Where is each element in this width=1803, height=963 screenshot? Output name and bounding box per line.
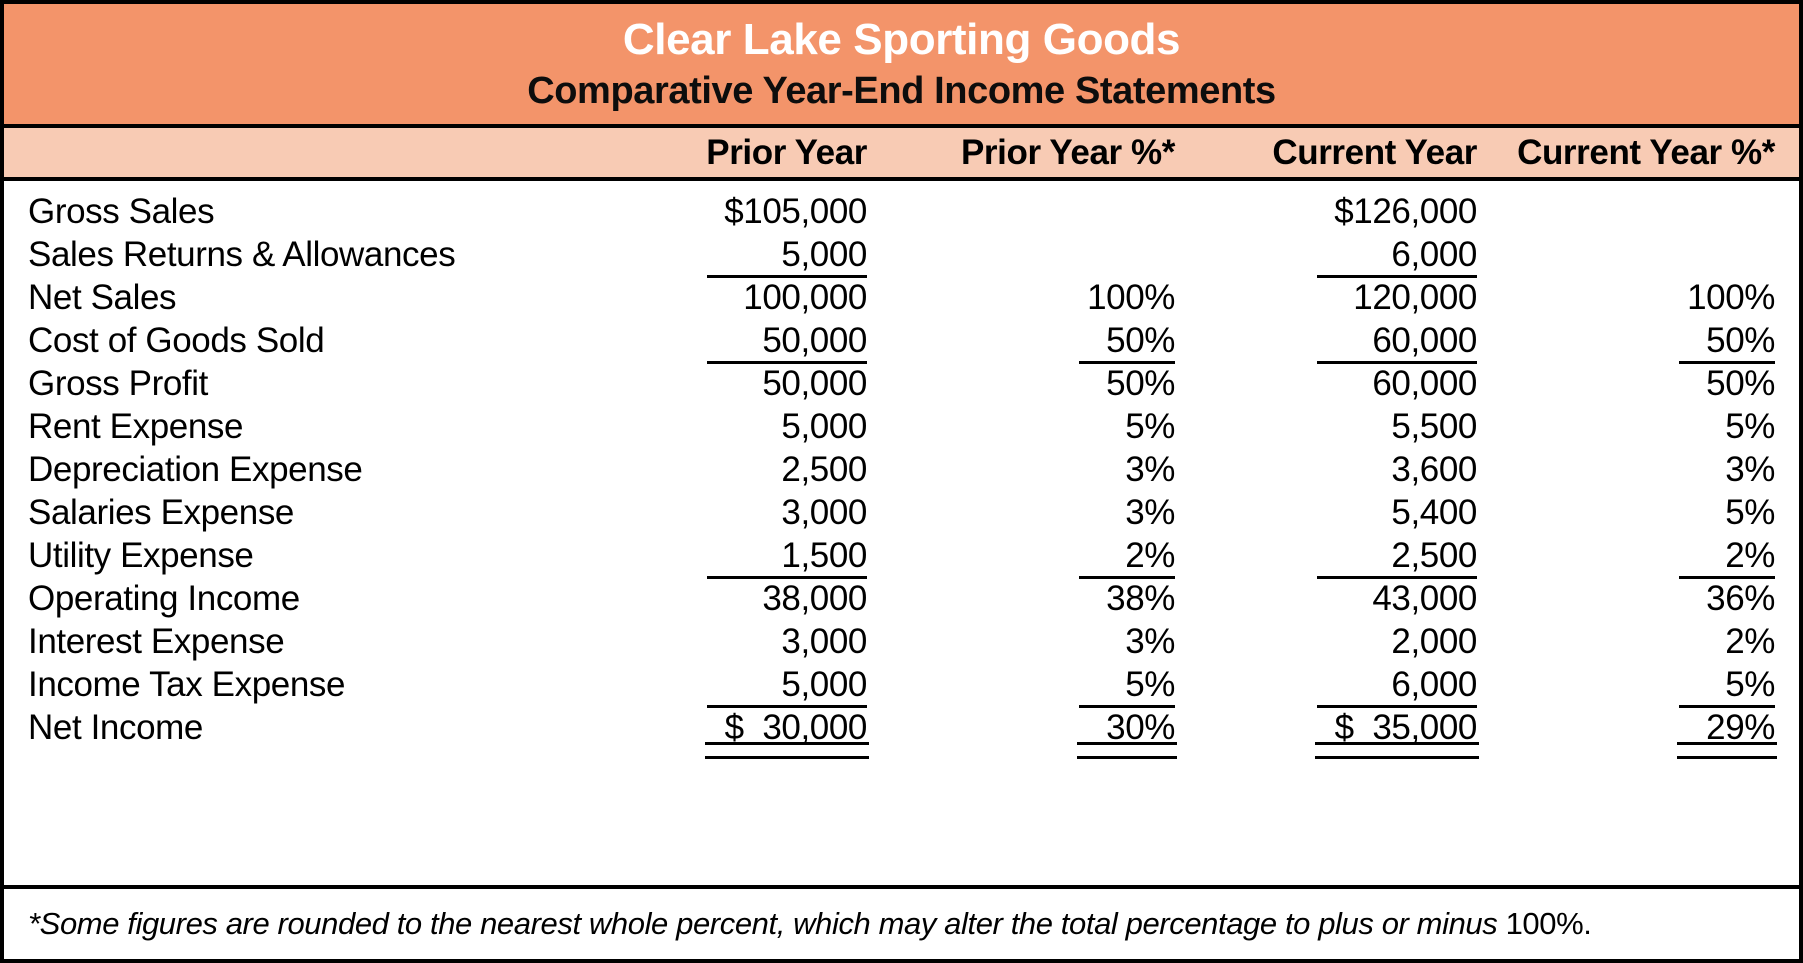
current-year-value: $126,000	[1334, 192, 1477, 231]
row-label: Rent Expense	[28, 407, 244, 446]
column-header-row: Prior Year Prior Year %* Current Year Cu…	[4, 128, 1799, 181]
prior-year-pct-value: 38%	[1106, 579, 1175, 618]
prior-year-value: 2,500	[781, 450, 867, 489]
current-year-value: 2,500	[1175, 534, 1477, 579]
row-label: Income Tax Expense	[28, 665, 346, 704]
prior-year-pct-value: 30%	[867, 706, 1177, 759]
current-year-pct-value	[1477, 233, 1775, 276]
footnote: *Some figures are rounded to the nearest…	[28, 906, 1592, 942]
prior-year-value: 38,000	[762, 579, 867, 618]
current-year-value: $ 35,000	[1175, 706, 1479, 759]
table-row: Salaries Expense 3,000 3% 5,400 5%	[4, 491, 1799, 534]
column-header-current-year-pct: Current Year %*	[1517, 132, 1775, 172]
current-year-pct-value: 29%	[1477, 706, 1777, 759]
current-year-pct-value: 5%	[1725, 407, 1775, 446]
footnote-italic-text: *Some figures are rounded to the nearest…	[28, 906, 1506, 941]
current-year-pct-value: 100%	[1687, 278, 1775, 317]
prior-year-pct-value: 50%	[867, 319, 1175, 364]
current-year-value: 6,000	[1175, 663, 1477, 708]
prior-year-pct-value: 100%	[1087, 278, 1175, 317]
row-label: Salaries Expense	[28, 493, 294, 532]
prior-year-value: 50,000	[762, 364, 867, 403]
prior-year-value: 3,000	[781, 622, 867, 661]
row-label: Gross Sales	[28, 192, 215, 231]
prior-year-pct-value: 3%	[1125, 493, 1175, 532]
footnote-plain-text: 100%.	[1505, 906, 1592, 941]
current-year-value: 120,000	[1353, 278, 1477, 317]
prior-year-value: $ 30,000	[504, 706, 869, 759]
row-label: Depreciation Expense	[28, 450, 363, 489]
row-label: Interest Expense	[28, 622, 285, 661]
statement-body: Gross Sales $105,000 $126,000 Sales Retu…	[4, 181, 1799, 885]
prior-year-value: 50,000	[504, 319, 867, 364]
table-row: Income Tax Expense 5,000 5% 6,000 5%	[4, 663, 1799, 708]
current-year-value: 5,500	[1391, 407, 1477, 446]
prior-year-value: 5,000	[781, 407, 867, 446]
current-year-value: 3,600	[1391, 450, 1477, 489]
row-label: Operating Income	[28, 579, 300, 618]
current-year-pct-value: 5%	[1477, 663, 1775, 708]
title-band: Clear Lake Sporting Goods Comparative Ye…	[4, 4, 1799, 128]
table-row: Net Income $ 30,000 30% $ 35,000 29%	[4, 706, 1799, 759]
table-row: Interest Expense 3,000 3% 2,000 2%	[4, 620, 1799, 663]
column-header-prior-year-pct: Prior Year %*	[960, 132, 1175, 172]
current-year-pct-value: 2%	[1725, 622, 1775, 661]
table-row: Depreciation Expense 2,500 3% 3,600 3%	[4, 448, 1799, 491]
prior-year-pct-value	[867, 190, 1175, 233]
current-year-pct-value: 36%	[1706, 579, 1775, 618]
row-label: Utility Expense	[28, 536, 254, 575]
footnote-band: *Some figures are rounded to the nearest…	[4, 885, 1799, 959]
table-row: Net Sales 100,000 100% 120,000 100%	[4, 276, 1799, 319]
table-row: Sales Returns & Allowances 5,000 6,000	[4, 233, 1799, 278]
statement-title: Comparative Year-End Income Statements	[527, 70, 1276, 112]
table-row: Gross Sales $105,000 $126,000	[4, 190, 1799, 233]
prior-year-value: 1,500	[504, 534, 867, 579]
current-year-value: 60,000	[1175, 319, 1477, 364]
table-row: Cost of Goods Sold 50,000 50% 60,000 50%	[4, 319, 1799, 364]
company-name: Clear Lake Sporting Goods	[622, 15, 1181, 64]
row-label: Cost of Goods Sold	[28, 321, 325, 360]
row-label: Gross Profit	[28, 364, 208, 403]
table-row: Operating Income 38,000 38% 43,000 36%	[4, 577, 1799, 620]
current-year-pct-value: 50%	[1706, 364, 1775, 403]
current-year-pct-value	[1477, 190, 1775, 233]
current-year-value: 5,400	[1391, 493, 1477, 532]
prior-year-value: 3,000	[781, 493, 867, 532]
row-label: Sales Returns & Allowances	[28, 235, 456, 274]
prior-year-pct-value: 50%	[1106, 364, 1175, 403]
prior-year-value: $105,000	[724, 192, 867, 231]
current-year-value: 6,000	[1175, 233, 1477, 278]
prior-year-value: 100,000	[743, 278, 867, 317]
current-year-pct-value: 2%	[1477, 534, 1775, 579]
current-year-pct-value: 5%	[1725, 493, 1775, 532]
prior-year-value: 5,000	[504, 233, 867, 278]
row-label: Net Sales	[28, 278, 177, 317]
prior-year-pct-value: 5%	[1125, 407, 1175, 446]
current-year-pct-value: 3%	[1725, 450, 1775, 489]
prior-year-pct-value: 3%	[1125, 622, 1175, 661]
prior-year-pct-value	[867, 233, 1175, 276]
current-year-pct-value: 50%	[1477, 319, 1775, 364]
prior-year-pct-value: 3%	[1125, 450, 1175, 489]
prior-year-value: 5,000	[504, 663, 867, 708]
current-year-value: 2,000	[1391, 622, 1477, 661]
current-year-value: 43,000	[1372, 579, 1477, 618]
column-header-prior-year: Prior Year	[706, 132, 867, 172]
table-row: Utility Expense 1,500 2% 2,500 2%	[4, 534, 1799, 579]
row-label: Net Income	[28, 708, 203, 747]
prior-year-pct-value: 2%	[867, 534, 1175, 579]
table-row: Rent Expense 5,000 5% 5,500 5%	[4, 405, 1799, 448]
prior-year-pct-value: 5%	[867, 663, 1175, 708]
table-row: Gross Profit 50,000 50% 60,000 50%	[4, 362, 1799, 405]
current-year-value: 60,000	[1372, 364, 1477, 403]
column-header-current-year: Current Year	[1272, 132, 1477, 172]
